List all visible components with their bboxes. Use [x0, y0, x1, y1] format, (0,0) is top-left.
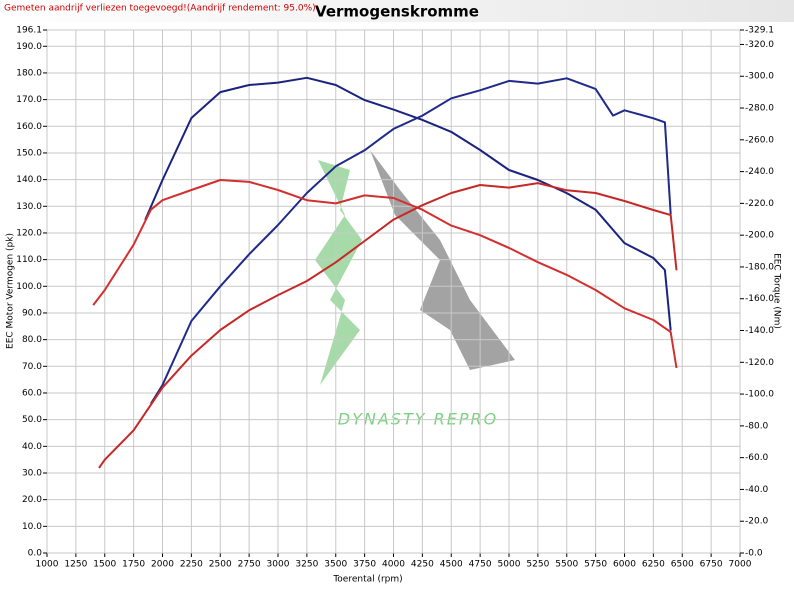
y-tick-label: 150.0	[16, 148, 42, 158]
x-tick-label: 6000	[613, 560, 636, 570]
y2-tick-label: -260.0	[745, 135, 774, 145]
y-tick-label: 110.0	[16, 255, 42, 265]
y-tick-label: 40.0	[22, 442, 42, 452]
y-tick-label: 50.0	[22, 415, 42, 425]
y2-tick-label: -329.1	[745, 26, 774, 36]
y-tick-label: 140.0	[16, 175, 42, 185]
x-tick-label: 5000	[498, 560, 521, 570]
x-tick-label: 6750	[700, 560, 723, 570]
y-tick-label: 160.0	[16, 122, 42, 132]
y2-tick-label: -240.0	[745, 167, 774, 177]
y2-tick-label: -220.0	[745, 199, 774, 209]
y-tick-label: 120.0	[16, 228, 42, 238]
y2-tick-label: -40.0	[745, 485, 769, 495]
x-tick-label: 4500	[440, 560, 463, 570]
y2-tick-label: -300.0	[745, 72, 774, 82]
x-tick-label: 4000	[382, 560, 405, 570]
y-tick-label: 180.0	[16, 68, 42, 78]
y2-tick-label: -100.0	[745, 390, 774, 400]
y-tick-label: 0.0	[28, 549, 43, 559]
x-tick-label: 5500	[555, 560, 578, 570]
series-line	[92, 179, 678, 369]
y-tick-label: 20.0	[22, 495, 42, 505]
x-tick-label: 3250	[295, 560, 318, 570]
y2-tick-label: -80.0	[745, 421, 769, 431]
x-tick-label: 3750	[353, 560, 376, 570]
y2-tick-label: -320.0	[745, 40, 774, 50]
y2-tick-label: -0.0	[745, 549, 763, 559]
y-tick-label: 170.0	[16, 95, 42, 105]
y2-tick-label: -140.0	[745, 326, 774, 336]
y-tick-label: 70.0	[22, 362, 42, 372]
y2-tick-label: -120.0	[745, 358, 774, 368]
y-tick-label: 90.0	[22, 308, 42, 318]
x-tick-label: 3500	[324, 560, 347, 570]
x-tick-label: 1250	[64, 560, 87, 570]
x-tick-label: 2750	[238, 560, 261, 570]
x-axis-label: Toerental (rpm)	[332, 575, 402, 585]
y2-tick-label: -180.0	[745, 262, 774, 272]
x-tick-label: 1500	[93, 560, 116, 570]
header	[0, 0, 794, 22]
x-tick-label: 1750	[122, 560, 145, 570]
subtitle: Gemeten aandrijf verliezen toegevoegd!(A…	[4, 4, 316, 14]
x-tick-label: 2000	[151, 560, 174, 570]
y2-tick-label: -280.0	[745, 104, 774, 114]
series-line	[98, 182, 678, 469]
y2-axis-label: EEC Torque (Nm)	[772, 253, 782, 329]
series-line	[150, 77, 672, 405]
x-tick-label: 3000	[267, 560, 290, 570]
y2-tick-label: -200.0	[745, 231, 774, 241]
x-tick-label: 5250	[526, 560, 549, 570]
chart-title: Vermogenskromme	[315, 3, 479, 21]
x-tick-label: 6500	[671, 560, 694, 570]
y-tick-label: 100.0	[16, 282, 42, 292]
y-tick-label: 196.1	[16, 26, 42, 36]
series-line	[144, 76, 672, 331]
x-tick-label: 5750	[584, 560, 607, 570]
x-tick-label: 7000	[729, 560, 752, 570]
y-axis-label: EEC Motor Vermogen (pk)	[6, 233, 16, 349]
y-tick-label: 30.0	[22, 468, 42, 478]
watermark-text: DYNASTY REPRO	[338, 410, 498, 429]
x-tick-label: 2250	[180, 560, 203, 570]
x-tick-label: 1000	[36, 560, 59, 570]
y-tick-label: 190.0	[16, 42, 42, 52]
x-tick-label: 4250	[411, 560, 434, 570]
y-tick-label: 130.0	[16, 202, 42, 212]
y-tick-label: 80.0	[22, 335, 42, 345]
x-tick-label: 4750	[469, 560, 492, 570]
y-tick-label: 60.0	[22, 388, 42, 398]
x-tick-label: 6250	[642, 560, 665, 570]
y-tick-label: 10.0	[22, 522, 42, 532]
y2-tick-label: -20.0	[745, 517, 769, 527]
y2-tick-label: -60.0	[745, 453, 769, 463]
x-tick-label: 2500	[209, 560, 232, 570]
y2-tick-label: -160.0	[745, 294, 774, 304]
